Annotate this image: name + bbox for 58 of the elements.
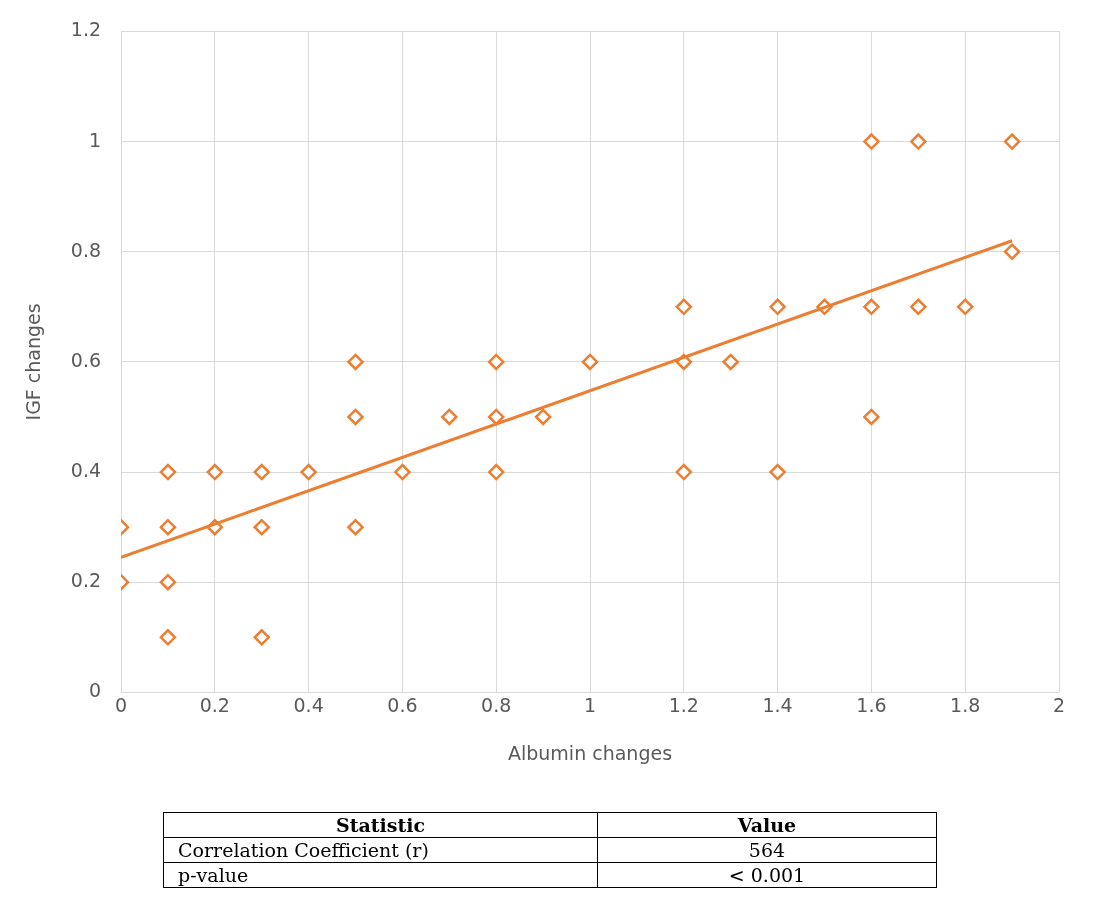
y-tick-label: 0.6 [70,348,102,371]
y-tick-label: 0 [88,679,102,702]
point [534,408,552,426]
point [863,133,880,150]
point [863,408,880,426]
x-tick-label: 0.8 [481,693,512,716]
x-tick-label: 1.4 [762,693,793,716]
point [863,298,880,316]
x-tick-label: 1.2 [668,693,699,716]
point [769,463,786,481]
x-tick-label: 0 [114,693,128,716]
point [394,463,411,481]
y-tick-label: 0.2 [70,569,102,592]
point [347,353,364,371]
x-tick-label: 1.6 [856,693,887,716]
y-tick-label: 0.8 [70,238,102,261]
point [347,518,364,536]
x-tick-label: 1.8 [950,693,981,716]
point [159,629,177,646]
point [487,463,505,481]
text: Statistic [163,812,598,838]
text: < 0.001 [597,862,937,888]
point [1003,243,1021,260]
text: Value [597,812,937,838]
point [769,298,786,316]
point [347,408,364,426]
y-tick-label: 1 [88,128,102,151]
point [722,353,739,371]
text: 564 [597,837,937,863]
point [1003,133,1021,150]
point [675,298,693,316]
x-axis-title: Albumin changes [507,741,673,764]
point [910,298,927,316]
y-tick-label: 1.2 [70,18,102,41]
point [487,353,505,371]
x-tick-label: 0.6 [387,693,418,716]
x-tick-label: 1 [583,693,597,716]
point [159,573,177,591]
point [253,463,270,481]
y-axis-title: IGF changes [22,303,45,421]
text: Correlation Coefficient (r) [163,837,598,863]
point [159,518,177,536]
point [956,298,974,316]
text: p-value [163,862,598,888]
x-tick-label: 0.4 [293,693,324,716]
point [253,629,270,646]
point [910,133,927,150]
y-tick-label: 0.4 [70,459,102,481]
point [300,463,317,481]
x-tick-label: 2 [1052,693,1066,716]
point [159,463,177,481]
point [206,463,224,481]
point [581,353,599,371]
point [487,408,505,426]
point [441,408,458,426]
point [253,518,270,536]
point [675,463,693,481]
x-tick-label: 0.2 [199,693,230,716]
